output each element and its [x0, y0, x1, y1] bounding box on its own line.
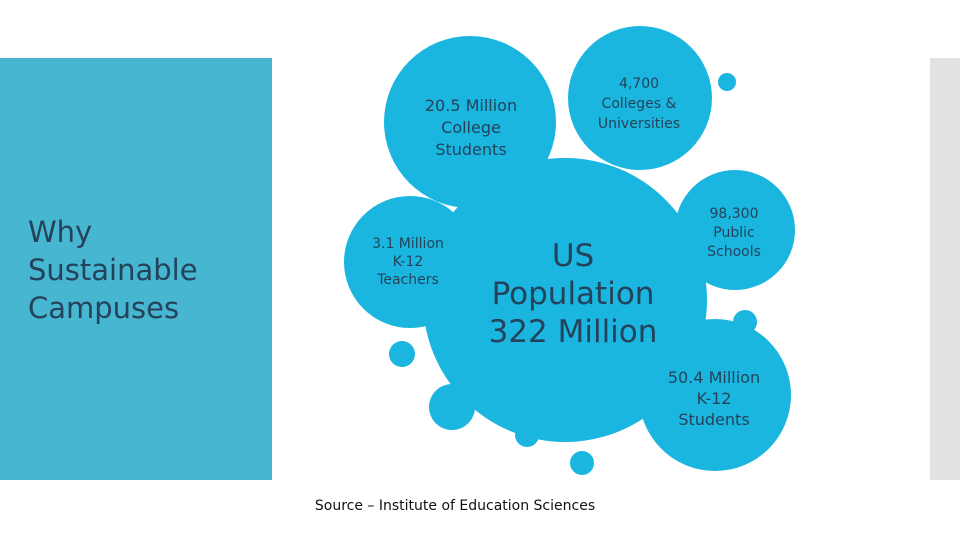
- text-line: Campuses: [28, 291, 179, 325]
- text-line: 4,700: [619, 76, 659, 92]
- text-line: Public: [713, 225, 754, 241]
- text-line: K-12: [393, 254, 424, 270]
- text-line: Population: [492, 276, 655, 312]
- text-line: Sustainable: [28, 253, 198, 287]
- text-line: 3.1 Million: [372, 236, 444, 252]
- text-line: Why: [28, 215, 92, 249]
- text-line: 20.5 Million: [425, 96, 517, 115]
- text-line: US: [552, 238, 594, 274]
- text-line: 50.4 Million: [668, 368, 760, 387]
- text-line: Colleges &: [602, 96, 677, 112]
- text-line: College: [441, 118, 501, 137]
- text-line: Students: [435, 140, 506, 159]
- text-line: Schools: [707, 244, 761, 260]
- bubble-label: 3.1 Million K-12 Teachers: [372, 236, 444, 288]
- center-label: US Population 322 Million: [489, 238, 658, 350]
- bubble-label: 20.5 Million College Students: [425, 96, 517, 159]
- side-panel: [0, 58, 272, 480]
- bubble-label: 50.4 Million K-12 Students: [668, 368, 760, 429]
- bubbles: [344, 26, 795, 475]
- text-line: Universities: [598, 116, 680, 132]
- slide-title: Why Sustainable Campuses: [28, 215, 198, 325]
- text-line: Students: [678, 410, 749, 429]
- text-line: K-12: [697, 389, 732, 408]
- text-line: 322 Million: [489, 314, 658, 350]
- text-line: 98,300: [710, 206, 759, 222]
- bubble-label: 98,300 Public Schools: [707, 206, 761, 260]
- side-bar: [930, 58, 960, 480]
- source: Source – Institute of Education Sciences: [315, 498, 595, 514]
- bubble-label: 4,700 Colleges & Universities: [598, 76, 680, 132]
- text-line: Teachers: [376, 272, 439, 288]
